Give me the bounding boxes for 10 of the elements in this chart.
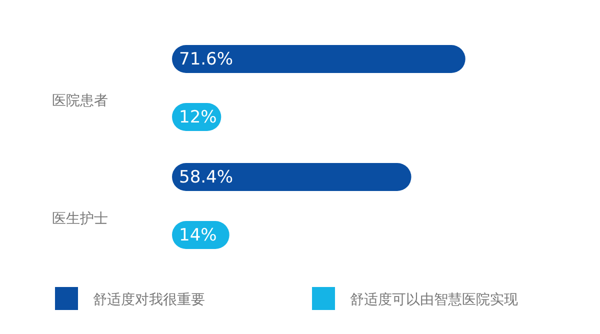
data-label: 71.6%: [179, 50, 234, 70]
y-tick-label: 医生护士: [52, 210, 108, 227]
bar: [172, 45, 466, 73]
y-tick-label: 医院患者: [52, 92, 108, 109]
legend-label: 舒适度可以由智慧医院实现: [350, 292, 518, 308]
data-label: 12%: [179, 108, 217, 128]
bar: [172, 163, 412, 191]
legend-label: 舒适度对我很重要: [93, 292, 205, 308]
data-label: 14%: [179, 226, 217, 246]
data-label: 58.4%: [179, 168, 234, 188]
